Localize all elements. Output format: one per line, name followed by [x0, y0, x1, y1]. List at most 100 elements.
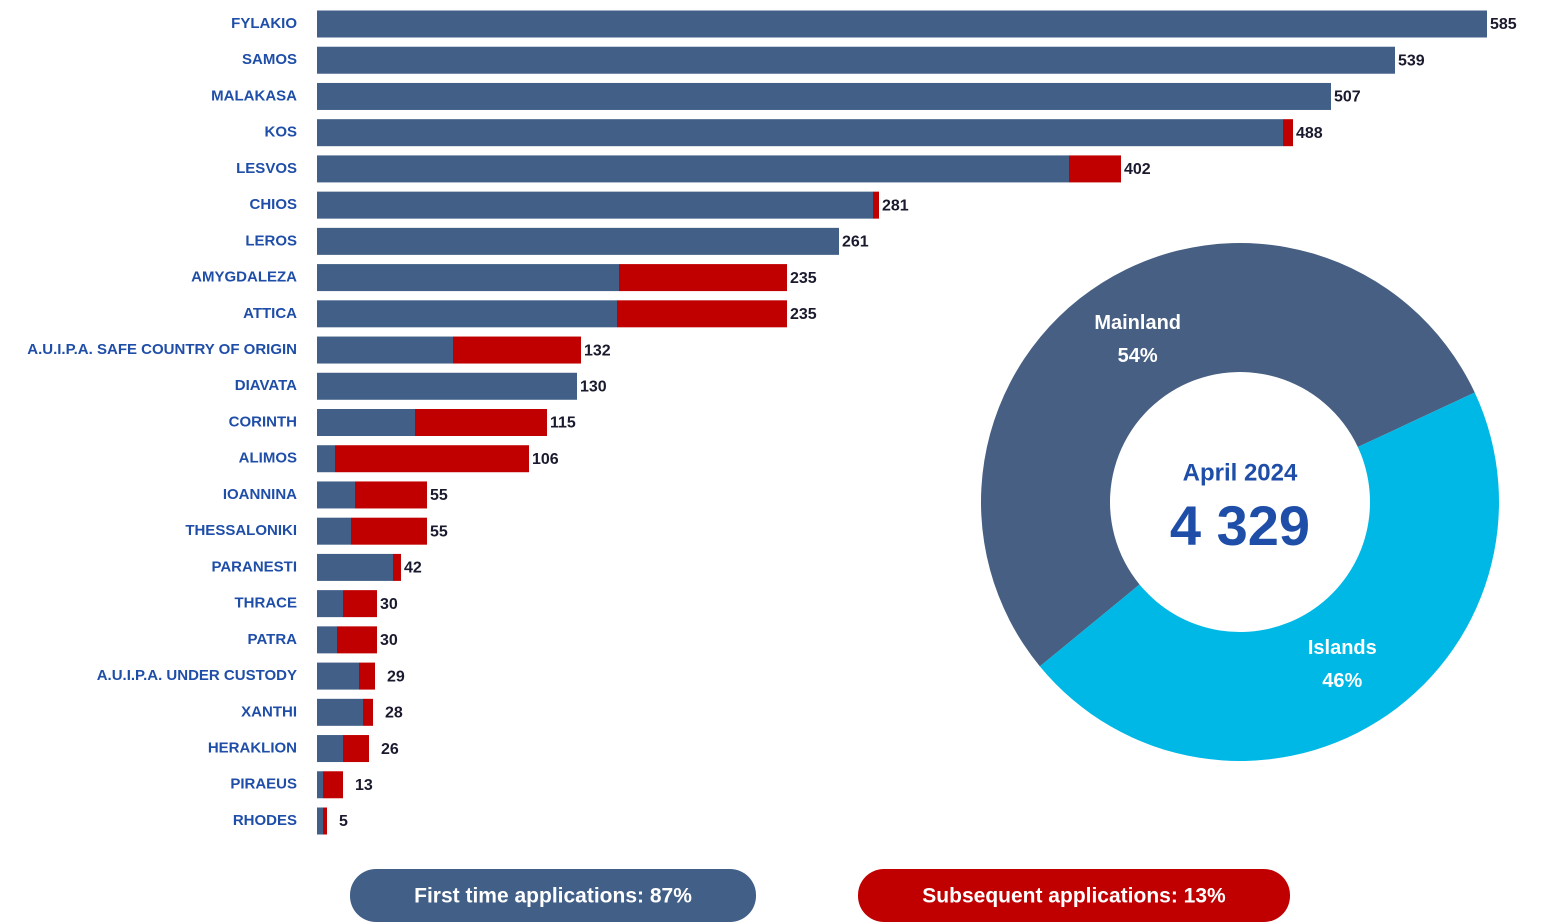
category-label: HERAKLION: [208, 740, 297, 757]
bar-segment: [323, 771, 343, 799]
category-label: KOS: [264, 124, 297, 141]
slice-value: 54%: [1118, 345, 1158, 367]
bar-segment: [317, 227, 839, 255]
donut-slice: [980, 242, 1475, 667]
bar-segment: [317, 445, 335, 473]
category-label: RHODES: [233, 812, 297, 829]
total-label: 235: [790, 270, 817, 287]
category-label: PIRAEUS: [230, 776, 297, 793]
category-label: ALIMOS: [239, 450, 297, 467]
bar-segment: [317, 372, 577, 400]
bar-segment: [317, 553, 393, 581]
bar-segment: [343, 590, 377, 618]
category-label: PATRA: [248, 631, 298, 648]
bar-segment: [317, 735, 343, 763]
category-label: A.U.I.P.A. UNDER CUSTODY: [97, 667, 297, 684]
category-label: A.U.I.P.A. SAFE COUNTRY OF ORIGIN: [27, 341, 297, 358]
total-label: 132: [584, 342, 611, 359]
category-label: DIAVATA: [235, 377, 297, 394]
category-label: ATTICA: [243, 305, 297, 322]
bar-segment: [453, 336, 581, 364]
slice-value: 46%: [1322, 670, 1362, 692]
bar-segment: [317, 10, 1487, 38]
legend-label: First time applications: 87%: [414, 885, 692, 908]
center-total: 4 329: [1170, 494, 1310, 557]
total-label: 488: [1296, 125, 1323, 142]
category-label: PARANESTI: [211, 558, 297, 575]
bar-segment: [1069, 155, 1121, 183]
bar-segment: [317, 46, 1395, 74]
total-label: 507: [1334, 89, 1361, 106]
bar-segment: [415, 409, 547, 436]
total-label: 30: [380, 632, 398, 649]
bar-segment: [1283, 119, 1293, 147]
total-label: 55: [430, 523, 448, 540]
bar-segment: [317, 590, 343, 618]
bar-segment: [317, 626, 337, 654]
category-label: MALAKASA: [211, 87, 297, 104]
bar-segment: [317, 119, 1283, 147]
legend-label: Subsequent applications: 13%: [922, 885, 1226, 908]
bar-segment: [323, 807, 327, 835]
category-label: AMYGDALEZA: [191, 269, 297, 286]
bar-segment: [317, 155, 1069, 183]
category-label: FYLAKIO: [231, 15, 297, 32]
total-label: 130: [580, 378, 607, 395]
bar-segment: [317, 807, 323, 835]
bar-segment: [317, 300, 617, 328]
category-label: THESSALONIKI: [185, 522, 297, 539]
total-label: 402: [1124, 161, 1151, 178]
total-label: 30: [380, 596, 398, 613]
category-label: THRACE: [235, 595, 298, 612]
bar-segment: [317, 771, 323, 799]
bar-segment: [363, 698, 373, 726]
bar-segment: [619, 264, 787, 292]
bar-segment: [317, 264, 619, 292]
bar-segment: [617, 300, 787, 328]
slice-label: Islands: [1308, 637, 1377, 659]
total-label: 5: [339, 813, 348, 830]
total-label: 281: [882, 197, 909, 214]
total-label: 26: [381, 741, 399, 758]
category-label: CORINTH: [229, 413, 297, 430]
center-title: April 2024: [1183, 459, 1298, 486]
bar-segment: [873, 191, 879, 219]
total-label: 261: [842, 234, 869, 251]
category-label: XANTHI: [241, 703, 297, 720]
bar-segment: [393, 553, 401, 581]
bar-segment: [335, 445, 529, 473]
bar-segment: [317, 481, 355, 509]
total-label: 13: [355, 777, 373, 794]
legend-pill: [350, 869, 756, 922]
bar-segment: [351, 517, 427, 545]
category-label: CHIOS: [249, 196, 297, 213]
legend-pill: [858, 869, 1290, 922]
category-label: LESVOS: [236, 160, 297, 177]
category-label: IOANNINA: [223, 486, 297, 503]
bar-segment: [343, 735, 369, 763]
bar-segment: [317, 82, 1331, 110]
total-label: 28: [385, 705, 403, 722]
bar-segment: [317, 409, 415, 436]
total-label: 539: [1398, 52, 1425, 69]
total-label: 115: [550, 415, 576, 432]
category-label: SAMOS: [242, 51, 297, 68]
bar-segment: [355, 481, 427, 509]
bar-segment: [317, 336, 453, 364]
total-label: 29: [387, 668, 405, 685]
total-label: 42: [404, 560, 422, 577]
bar-segment: [317, 191, 873, 219]
slice-label: Mainland: [1094, 312, 1181, 334]
total-label: 585: [1490, 16, 1517, 33]
bar-segment: [317, 662, 359, 690]
bar-segment: [359, 662, 375, 690]
total-label: 106: [532, 451, 559, 468]
donut-slice: [1039, 392, 1499, 761]
bar-segment: [337, 626, 377, 654]
category-label: LEROS: [245, 232, 297, 249]
bar-segment: [317, 517, 351, 545]
total-label: 55: [430, 487, 448, 504]
total-label: 235: [790, 306, 817, 323]
bar-segment: [317, 698, 363, 726]
